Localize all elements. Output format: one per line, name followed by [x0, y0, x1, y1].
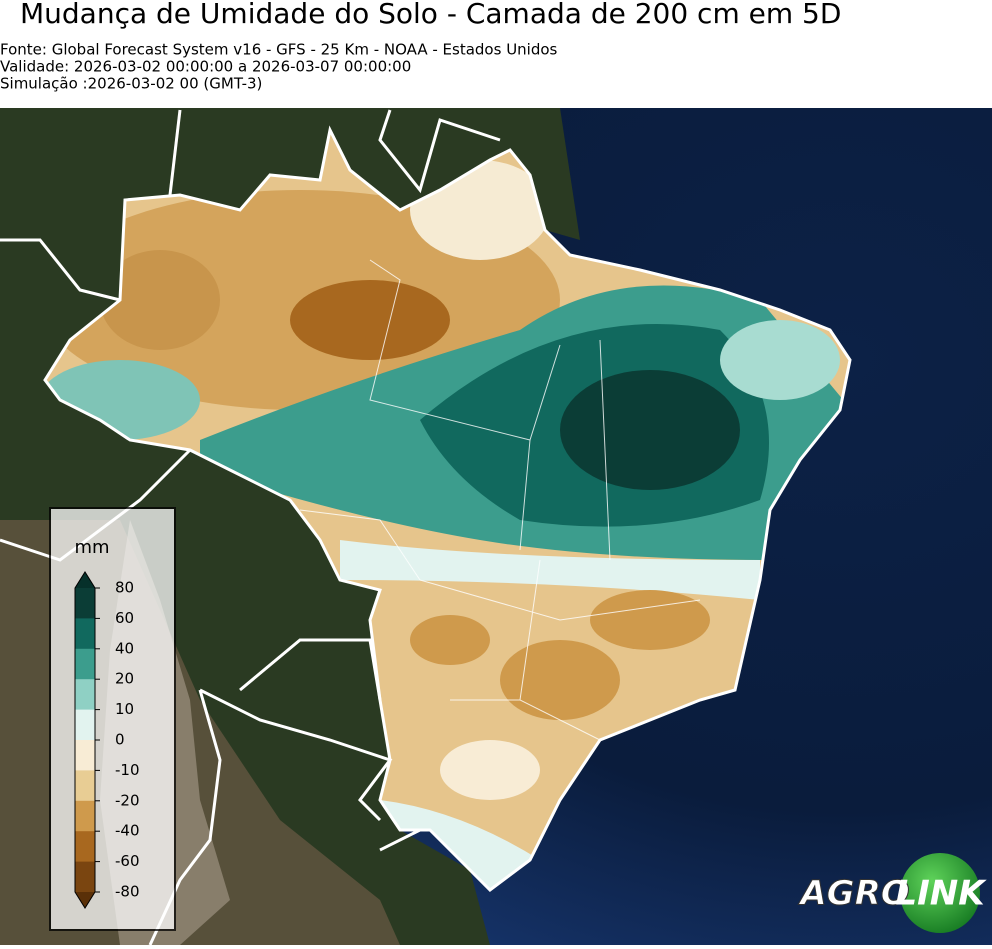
- colorbar-tick-label: -80: [115, 883, 140, 901]
- colorbar-bin: [75, 709, 95, 741]
- colorbar-tick-label: -10: [115, 761, 140, 779]
- logo-text: AGRO: [797, 874, 909, 914]
- logo-text: LINK: [895, 874, 987, 914]
- info-line: Fonte: Global Forecast System v16 - GFS …: [0, 41, 558, 59]
- colorbar-tick-label: 10: [115, 700, 134, 718]
- colorbar-tick-label: -20: [115, 791, 140, 809]
- colorbar-tick-label: 0: [115, 731, 125, 749]
- colorbar-tick-label: -40: [115, 822, 140, 840]
- info-line: Simulação :2026-03-02 00 (GMT-3): [0, 75, 262, 93]
- colorbar-extend: [75, 892, 95, 908]
- colorbar-tick-label: -60: [115, 852, 140, 870]
- colorbar-bin: [75, 588, 95, 619]
- colorbar-extend: [75, 572, 95, 588]
- logo: AGRO LINK: [797, 853, 987, 933]
- colorbar-bin: [75, 770, 95, 802]
- colorbar: mm 80 60 40 20 10 0 -10 -20 -40 -60 -80: [49, 507, 176, 931]
- colorbar-panel: [49, 507, 176, 931]
- colorbar-tick-label: 40: [115, 639, 134, 657]
- state-borders: [299, 259, 701, 741]
- info-line: Validade: 2026-03-02 00:00:00 a 2026-03-…: [0, 58, 411, 76]
- colorbar-label: mm: [74, 537, 109, 558]
- colorbar-tick-label: 60: [115, 609, 134, 627]
- title: Mudança de Umidade do Solo - Camada de 2…: [20, 0, 841, 30]
- colorbar-bin: [75, 831, 95, 863]
- colorbar-tick-label: 80: [115, 579, 134, 597]
- logo-circle: [900, 853, 980, 933]
- colorbar-tick-label: 20: [115, 670, 134, 688]
- colorbar-bin: [75, 861, 95, 893]
- colorbar-bin: [75, 800, 95, 832]
- colorbar-bin: [75, 740, 95, 771]
- colorbar-bin: [75, 648, 95, 680]
- colorbar-bin: [75, 679, 95, 711]
- colorbar-bin: [75, 618, 95, 650]
